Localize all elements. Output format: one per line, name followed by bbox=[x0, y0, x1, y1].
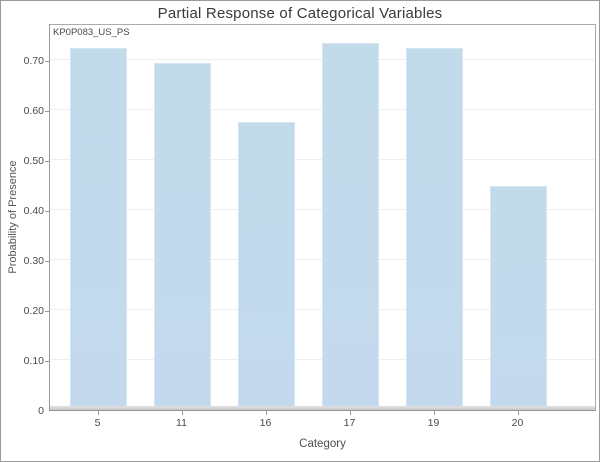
x-tick-label: 5 bbox=[94, 417, 101, 429]
bar-category-5[interactable] bbox=[70, 48, 127, 410]
chart-title: Partial Response of Categorical Variable… bbox=[157, 5, 443, 22]
series-label: KP0P083_US_PS bbox=[53, 27, 130, 38]
baseline-band bbox=[50, 406, 595, 410]
y-tick-mark bbox=[45, 261, 49, 262]
x-tick-mark bbox=[182, 411, 183, 415]
x-tick-mark bbox=[266, 411, 267, 415]
plot-area: KP0P083_US_PS bbox=[49, 24, 596, 411]
x-tick-label: 20 bbox=[511, 417, 524, 429]
y-tick-mark bbox=[45, 61, 49, 62]
y-tick-label: 0.50 bbox=[23, 155, 44, 167]
x-tick-label: 16 bbox=[259, 417, 272, 429]
x-tick-mark bbox=[434, 411, 435, 415]
x-tick-mark bbox=[518, 411, 519, 415]
y-tick-label: 0.20 bbox=[23, 305, 44, 317]
y-tick-label: 0 bbox=[38, 405, 44, 417]
x-tick-label: 11 bbox=[176, 417, 187, 429]
y-tick-label: 0.30 bbox=[23, 255, 44, 267]
bar-category-20[interactable] bbox=[490, 186, 547, 410]
x-tick-mark bbox=[350, 411, 351, 415]
x-tick-mark bbox=[98, 411, 99, 415]
x-tick-label: 19 bbox=[427, 417, 440, 429]
y-tick-mark bbox=[45, 161, 49, 162]
y-tick-label: 0.40 bbox=[23, 205, 44, 217]
y-tick-mark bbox=[45, 211, 49, 212]
y-tick-label: 0.70 bbox=[23, 55, 44, 67]
x-tick-label: 17 bbox=[343, 417, 356, 429]
bar-category-19[interactable] bbox=[406, 48, 463, 410]
x-axis-title: Category bbox=[299, 438, 346, 450]
y-tick-label: 0.10 bbox=[23, 355, 44, 367]
y-tick-mark bbox=[45, 361, 49, 362]
y-tick-mark bbox=[45, 311, 49, 312]
bar-category-16[interactable] bbox=[238, 122, 295, 410]
y-tick-mark bbox=[45, 111, 49, 112]
bar-category-11[interactable] bbox=[154, 63, 211, 410]
y-tick-label: 0.60 bbox=[23, 105, 44, 117]
bar-category-17[interactable] bbox=[322, 43, 379, 410]
